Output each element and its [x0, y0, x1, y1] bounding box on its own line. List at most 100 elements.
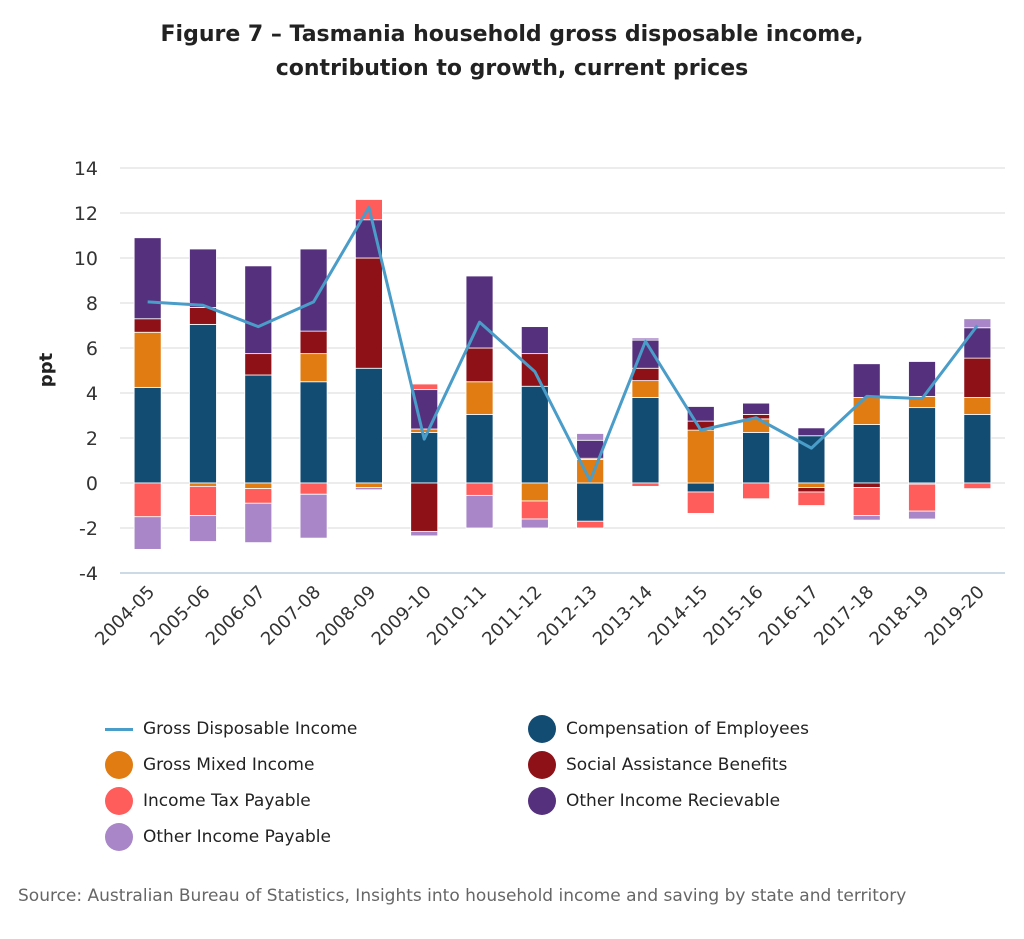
bar-segment-compensation-of-employees — [520, 385, 549, 484]
bar-segment-compensation-of-employees — [299, 381, 328, 484]
bar-segment-social-assistance-benefits — [852, 482, 881, 488]
legend-item: Income Tax Payable — [105, 787, 311, 815]
x-tick-label: 2008-09 — [312, 582, 380, 650]
bar-segment-gross-mixed-income — [631, 380, 660, 398]
bar-segment-income-tax-payable — [299, 482, 328, 495]
bar-segment-other-income-recievable — [133, 237, 162, 320]
x-tick-label: 2004-05 — [91, 582, 159, 650]
bar-segment-compensation-of-employees — [244, 374, 273, 484]
bar-segment-social-assistance-benefits — [631, 367, 660, 382]
legend-label: Other Income Payable — [143, 827, 331, 847]
y-tick-label: -4 — [79, 563, 98, 585]
bar-segment-gross-mixed-income — [465, 381, 494, 415]
source-note: Source: Australian Bureau of Statistics,… — [18, 886, 907, 906]
chart-title-line-2: contribution to growth, current prices — [275, 56, 749, 81]
bar-segment-other-income-payable — [465, 494, 494, 529]
legend-label: Income Tax Payable — [143, 791, 311, 811]
y-tick-label: 10 — [74, 248, 98, 270]
legend-label: Other Income Recievable — [566, 791, 781, 811]
bar-segment-income-tax-payable — [797, 491, 826, 506]
x-tick-label: 2011-12 — [478, 582, 546, 650]
bar-segment-social-assistance-benefits — [299, 330, 328, 355]
bar-segment-other-income-recievable — [852, 363, 881, 398]
x-tick-label: 2012-13 — [534, 582, 602, 650]
legend-swatch — [528, 751, 556, 779]
bar-segment-gross-mixed-income — [852, 397, 881, 425]
x-tick-label: 2010-11 — [423, 582, 491, 650]
bar-segment-other-income-recievable — [465, 275, 494, 349]
chart-title: Figure 7 – Tasmania household gross disp… — [0, 18, 1024, 86]
bar-segment-social-assistance-benefits — [244, 353, 273, 376]
stacked-bar-chart: -4-202468101214ppt2004-052005-062006-072… — [36, 158, 1005, 650]
x-tick-label: 2016-17 — [755, 582, 823, 650]
legend-item: Social Assistance Benefits — [528, 751, 788, 779]
bar-segment-compensation-of-employees — [908, 407, 936, 484]
bar-segment-compensation-of-employees — [465, 413, 494, 484]
bar-segment-compensation-of-employees — [133, 386, 162, 484]
bar-segment-other-income-payable — [852, 515, 881, 521]
legend-item: Gross Mixed Income — [105, 751, 315, 779]
bar-segment-other-income-recievable — [742, 402, 770, 415]
y-axis-label: ppt — [36, 352, 57, 387]
legend-item: Compensation of Employees — [528, 715, 809, 743]
bar-segment-compensation-of-employees — [686, 482, 715, 493]
bar-segment-gross-mixed-income — [520, 482, 549, 502]
y-tick-label: -2 — [79, 518, 98, 540]
y-tick-label: 4 — [86, 383, 98, 405]
bar-segment-gross-mixed-income — [299, 353, 328, 383]
legend-item: Gross Disposable Income — [105, 716, 357, 742]
bar-segment-other-income-payable — [189, 515, 217, 542]
x-tick-label: 2013-14 — [589, 582, 657, 650]
bar-segment-income-tax-payable — [852, 487, 881, 517]
bar-segment-income-tax-payable — [410, 383, 439, 391]
x-tick-label: 2009-10 — [368, 582, 436, 650]
bar-segment-other-income-recievable — [189, 248, 217, 308]
bar-segment-other-income-recievable — [299, 248, 328, 332]
chart-title-line-1: Figure 7 – Tasmania household gross disp… — [160, 22, 864, 47]
line-gross-disposable-income — [147, 205, 979, 483]
y-tick-label: 2 — [86, 428, 98, 450]
legend-swatch — [105, 727, 133, 731]
x-tick-label: 2006-07 — [202, 582, 270, 650]
x-tick-label: 2018-19 — [866, 582, 934, 650]
bar-segment-compensation-of-employees — [355, 367, 383, 484]
bar-segment-gross-mixed-income — [686, 429, 715, 484]
bar-segment-compensation-of-employees — [742, 431, 770, 484]
bar-segment-other-income-payable — [355, 487, 383, 491]
bar-segment-other-income-recievable — [908, 361, 936, 397]
bar-segment-social-assistance-benefits — [133, 318, 162, 333]
bar-segment-gross-mixed-income — [244, 482, 273, 490]
x-tick-label: 2007-08 — [257, 582, 325, 650]
bar-segment-gross-mixed-income — [189, 482, 217, 487]
legend-swatch — [528, 787, 556, 815]
bar-segment-income-tax-payable — [520, 500, 549, 520]
bar-segment-other-income-recievable — [244, 265, 273, 355]
legend-item: Other Income Payable — [105, 823, 331, 851]
bar-segment-income-tax-payable — [686, 491, 715, 514]
y-tick-label: 14 — [74, 158, 98, 180]
bar-segment-other-income-payable — [244, 502, 273, 544]
bar-segment-income-tax-payable — [576, 520, 605, 529]
bar-segment-other-income-payable — [520, 518, 549, 529]
legend-swatch — [105, 823, 133, 851]
bar-segment-other-income-payable — [299, 493, 328, 539]
y-tick-label: 0 — [86, 473, 98, 495]
bar-segment-compensation-of-employees — [852, 424, 881, 484]
x-tick-label: 2014-15 — [644, 582, 712, 650]
legend-label: Gross Disposable Income — [143, 719, 358, 739]
legend-item: Other Income Recievable — [528, 787, 781, 815]
bar-segment-compensation-of-employees — [963, 413, 992, 484]
legend-label: Social Assistance Benefits — [566, 755, 788, 775]
bar-segment-other-income-payable — [410, 530, 439, 537]
y-tick-label: 12 — [74, 203, 98, 225]
bar-segment-other-income-recievable — [520, 326, 549, 355]
legend-label: Gross Mixed Income — [143, 755, 315, 775]
bar-segment-income-tax-payable — [631, 482, 660, 487]
bar-segment-income-tax-payable — [133, 482, 162, 518]
bar-segment-social-assistance-benefits — [797, 487, 826, 493]
bar-segment-income-tax-payable — [908, 483, 936, 512]
bar-segment-gross-mixed-income — [133, 331, 162, 388]
bar-segment-social-assistance-benefits — [355, 257, 383, 369]
bar-segment-compensation-of-employees — [631, 397, 660, 484]
bar-segment-compensation-of-employees — [189, 323, 217, 484]
